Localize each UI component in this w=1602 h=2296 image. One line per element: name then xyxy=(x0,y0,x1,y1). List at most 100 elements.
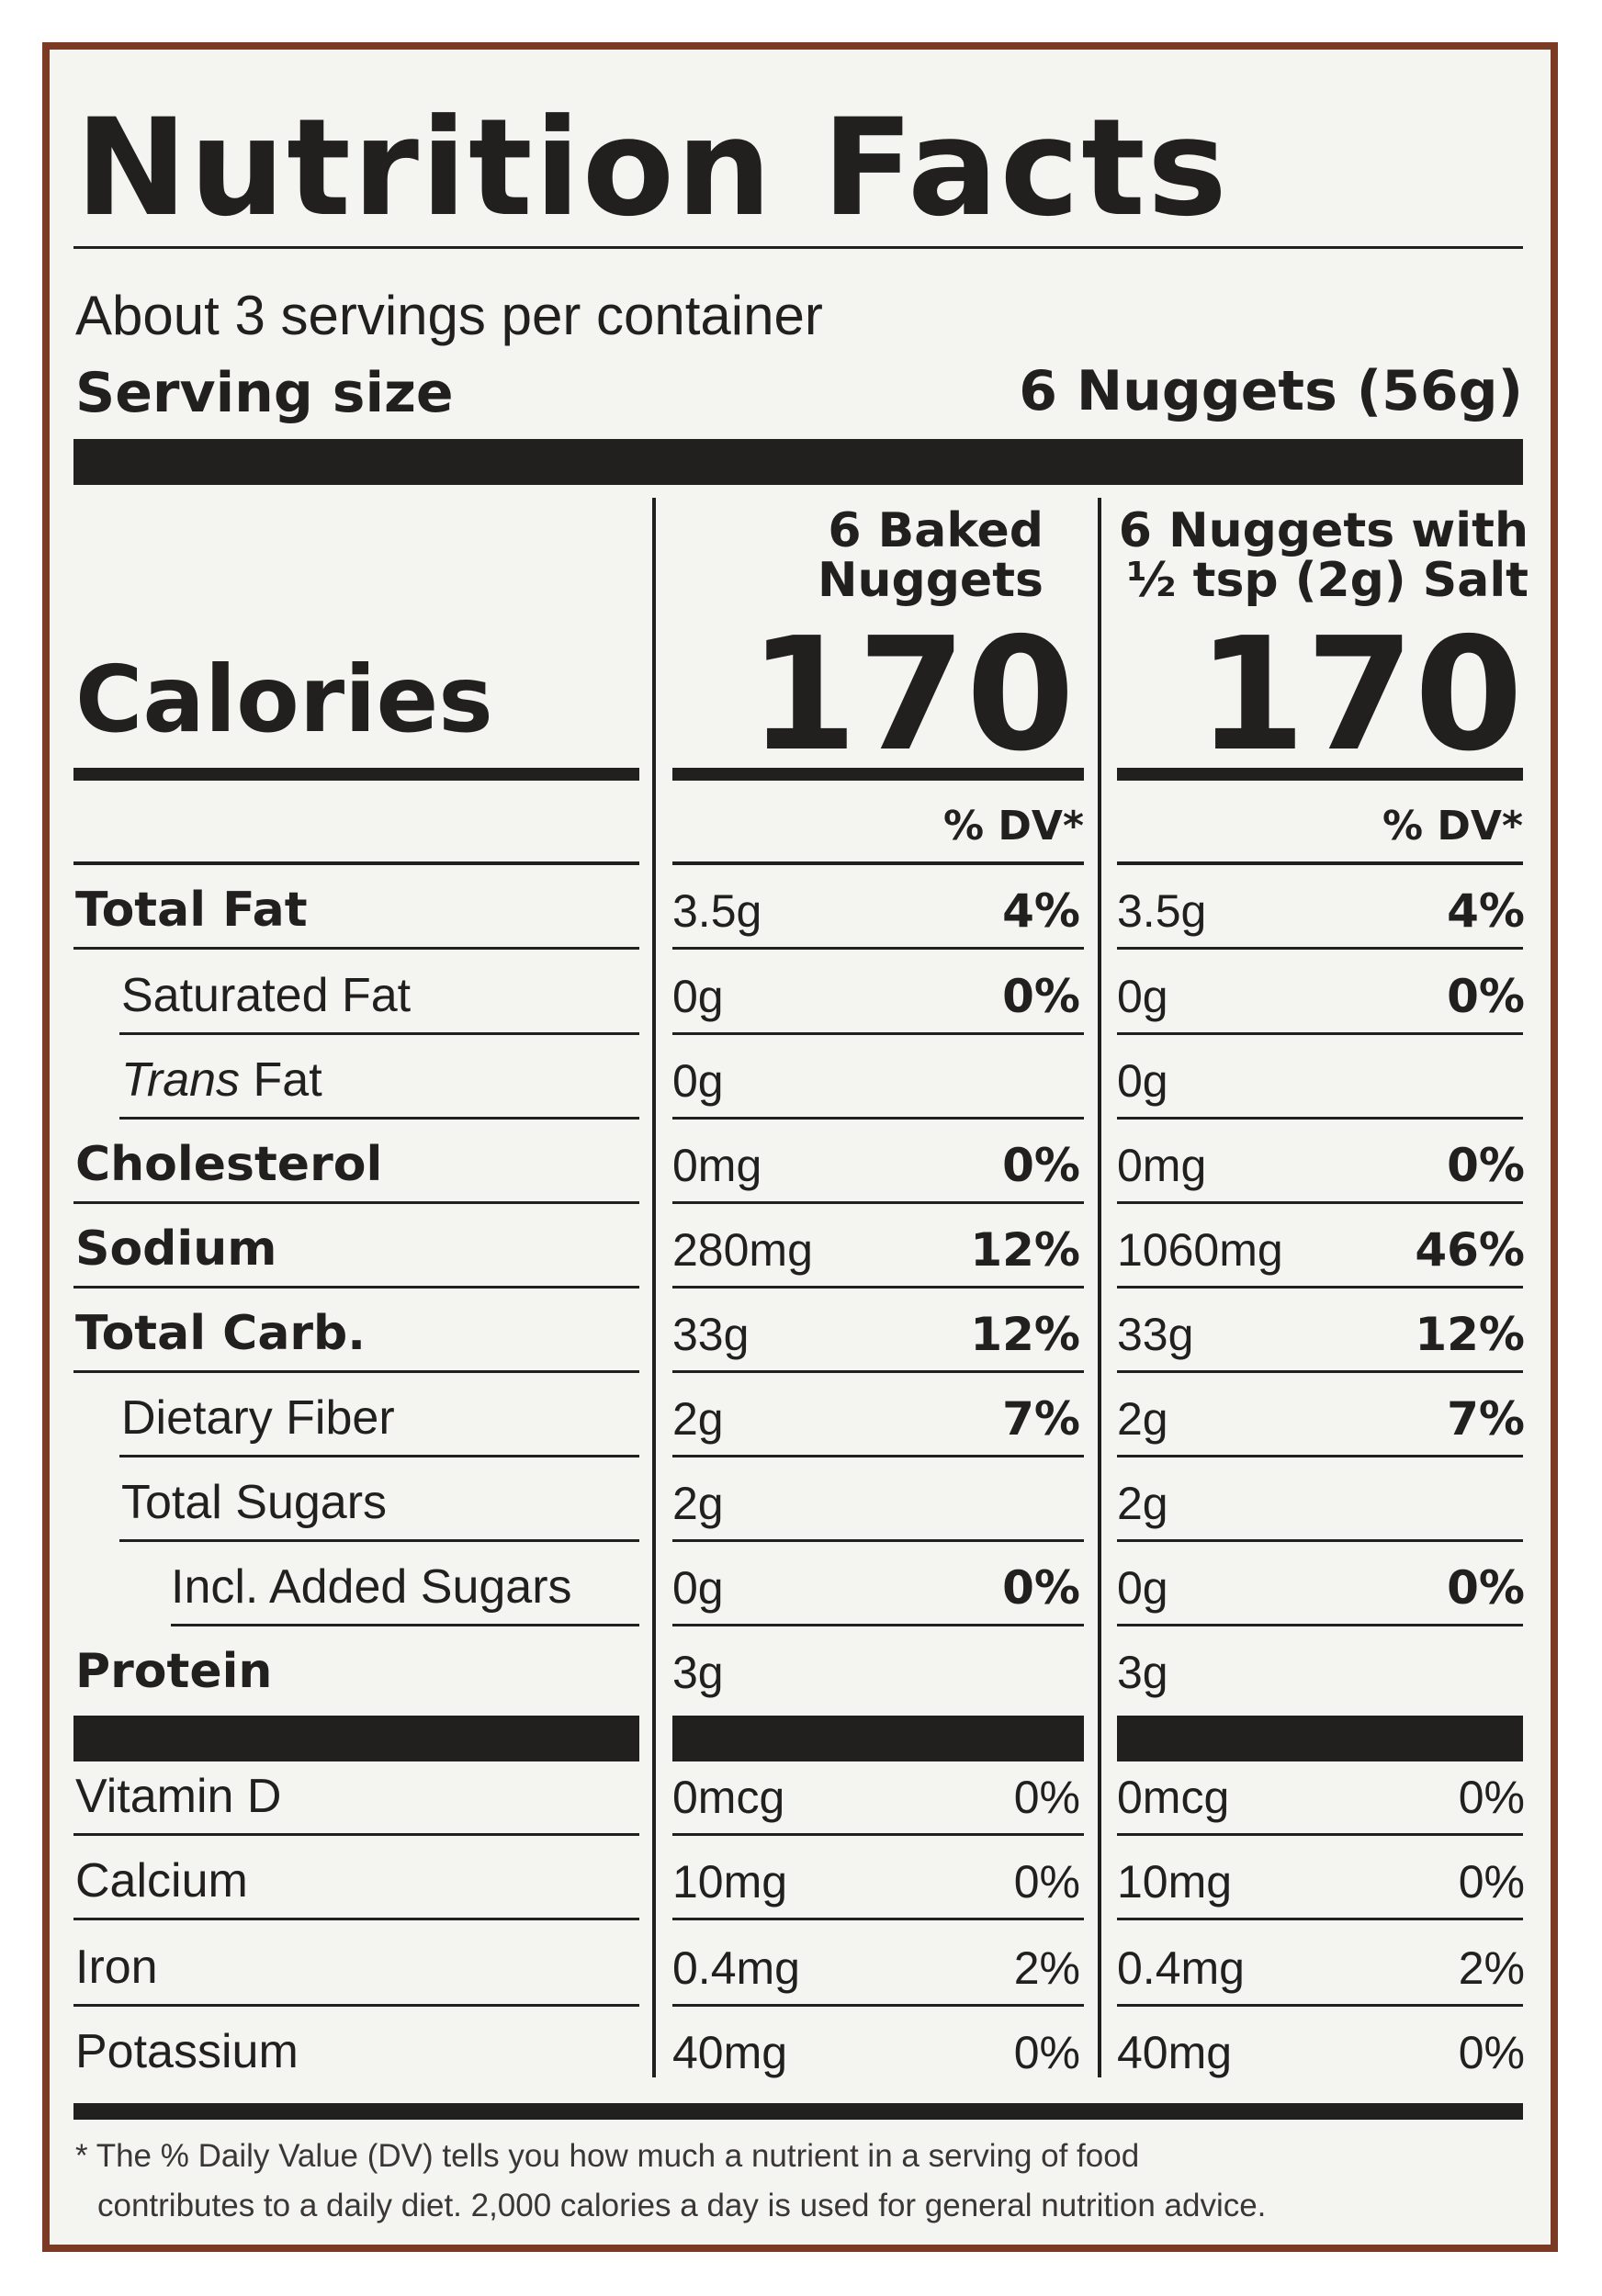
row-rule-label xyxy=(171,1624,639,1626)
column2-heading-line2: ½ tsp (2g) Salt xyxy=(1126,553,1529,608)
col1-amount: 0.4mg xyxy=(672,1942,800,1994)
column2-heading-line1: 6 Nuggets with xyxy=(1118,503,1529,558)
col1-amount: 33g xyxy=(672,1309,750,1360)
col2-amount: 3g xyxy=(1117,1647,1168,1698)
serving-size-label: Serving size xyxy=(75,361,454,425)
col1-amount: 0mg xyxy=(672,1140,762,1191)
col2-dv: 0% xyxy=(1458,1772,1525,1823)
row-rule-col2 xyxy=(1117,1201,1523,1204)
row-rule-col1 xyxy=(672,947,1084,950)
row-rule-col2 xyxy=(1117,1539,1523,1542)
calories-label: Calories xyxy=(75,646,493,753)
col2-amount: 10mg xyxy=(1117,1856,1233,1908)
nutrient-name: Total Sugars xyxy=(121,1476,388,1529)
row-rule-label xyxy=(73,1201,639,1204)
nutrient-name: Protein xyxy=(75,1644,273,1699)
col2-dv: 46% xyxy=(1415,1223,1525,1277)
row-rule-col1 xyxy=(672,1370,1084,1373)
col2-dv: 7% xyxy=(1447,1392,1525,1446)
label-title: Nutrition Facts xyxy=(75,90,1229,246)
col1-dv: 0% xyxy=(1002,1139,1080,1192)
col2-amount: 2g xyxy=(1117,1393,1168,1445)
vitamin-rule-col1 xyxy=(672,2004,1084,2007)
col1-amount: 2g xyxy=(672,1393,724,1445)
col1-dv: 12% xyxy=(970,1223,1080,1277)
col1-amount: 2g xyxy=(672,1478,724,1529)
col1-amount: 0mcg xyxy=(672,1772,785,1823)
row-rule-label xyxy=(73,947,639,950)
row-rule-col2 xyxy=(1117,947,1523,950)
nutrient-name: Incl. Added Sugars xyxy=(171,1560,572,1614)
nutrient-name-italic: Trans xyxy=(121,1053,241,1107)
col1-dv: 12% xyxy=(970,1308,1080,1361)
row-rule-label xyxy=(119,1032,639,1035)
nutrient-name: Total Fat xyxy=(75,883,308,938)
vitamin-rule-col2 xyxy=(1117,1833,1523,1836)
vitamin-name: Calcium xyxy=(75,1854,248,1908)
col2-dv: 12% xyxy=(1415,1308,1525,1361)
nutrient-name: Trans Fat xyxy=(121,1056,322,1104)
protein-bar-label xyxy=(73,1716,639,1761)
column1-heading-line2: Nuggets xyxy=(817,553,1044,608)
vitamin-name: Iron xyxy=(75,1941,158,1994)
col1-dv: 0% xyxy=(1002,1561,1080,1615)
vitamin-rule-col2 xyxy=(1117,1918,1523,1920)
row-rule-label xyxy=(119,1539,639,1542)
nutrient-name: Sodium xyxy=(75,1221,277,1277)
row-rule-label xyxy=(119,1117,639,1120)
vitamin-rule-label xyxy=(73,2004,639,2007)
column2-dv-header: % DV* xyxy=(1382,803,1523,850)
calories-bar-label xyxy=(73,768,639,781)
row-rule-col1 xyxy=(672,1539,1084,1542)
row-rule-col1 xyxy=(672,1286,1084,1289)
row-rule-col1 xyxy=(672,1455,1084,1458)
col2-amount: 0mg xyxy=(1117,1140,1207,1191)
col2-dv: 2% xyxy=(1458,1942,1525,1994)
col2-dv: 4% xyxy=(1447,884,1525,938)
column1-calories: 170 xyxy=(749,604,1075,786)
row-rule-col2 xyxy=(1117,1117,1523,1120)
protein-bar-col2 xyxy=(1117,1716,1523,1761)
serving-size-value: 6 Nuggets (56g) xyxy=(1019,359,1523,423)
row-rule-col2 xyxy=(1117,1455,1523,1458)
vitamin-rule-label xyxy=(73,1918,639,1920)
footnote-thick-bar xyxy=(73,2103,1523,2120)
column2-calories: 170 xyxy=(1197,604,1523,786)
nutrient-name: Dietary Fiber xyxy=(121,1391,395,1445)
col1-dv: 7% xyxy=(1002,1392,1080,1446)
nutrient-name: Total Carb. xyxy=(75,1306,367,1361)
vitamin-name: Vitamin D xyxy=(75,1770,282,1823)
col2-amount: 2g xyxy=(1117,1478,1168,1529)
col2-dv: 0% xyxy=(1447,970,1525,1023)
nutrient-name: Cholesterol xyxy=(75,1137,383,1192)
column1-dv-header: % DV* xyxy=(943,803,1084,850)
row-rule-label-top xyxy=(73,861,639,865)
title-rule xyxy=(73,246,1523,249)
row-rule-col1 xyxy=(672,1624,1084,1626)
col1-dv: 0% xyxy=(1013,2027,1080,2078)
col2-dv: 0% xyxy=(1458,1856,1525,1908)
row-rule-col2-top xyxy=(1117,861,1523,865)
row-rule-col2 xyxy=(1117,1624,1523,1626)
col2-amount: 0g xyxy=(1117,971,1168,1022)
col2-amount: 0mcg xyxy=(1117,1772,1230,1823)
col1-dv: 0% xyxy=(1013,1772,1080,1823)
vitamin-rule-col2 xyxy=(1117,2004,1523,2007)
calories-bar-col1 xyxy=(672,768,1084,781)
col1-amount: 0g xyxy=(672,971,724,1022)
col1-dv: 0% xyxy=(1013,1856,1080,1908)
col2-amount: 0g xyxy=(1117,1055,1168,1107)
col1-amount: 40mg xyxy=(672,2027,788,2078)
row-rule-col1-top xyxy=(672,861,1084,865)
footnote-line2: contributes to a daily diet. 2,000 calor… xyxy=(97,2188,1267,2223)
serving-thick-bar xyxy=(73,439,1523,485)
vitamin-rule-col1 xyxy=(672,1918,1084,1920)
col2-amount: 0g xyxy=(1117,1562,1168,1614)
row-rule-col1 xyxy=(672,1201,1084,1204)
col1-amount: 10mg xyxy=(672,1856,788,1908)
col2-amount: 40mg xyxy=(1117,2027,1233,2078)
servings-per-container: About 3 servings per container xyxy=(75,285,823,346)
column-divider-2 xyxy=(1098,498,1101,2077)
nutrition-facts-panel xyxy=(50,50,1551,2245)
col1-amount: 280mg xyxy=(672,1224,813,1276)
